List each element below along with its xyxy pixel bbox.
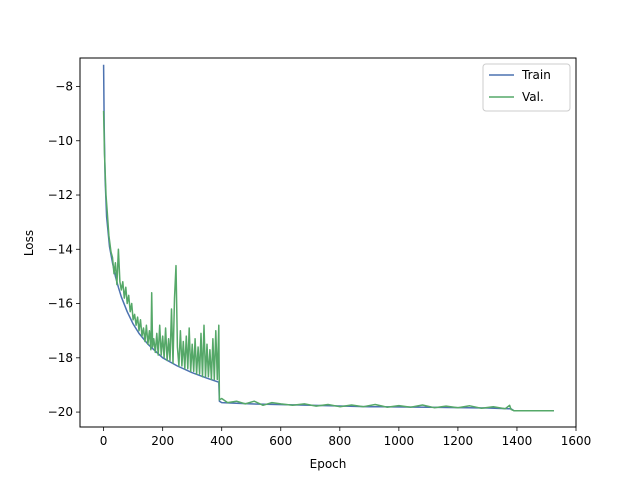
- y-tick-label: −12: [48, 188, 73, 202]
- x-tick-label: 600: [269, 434, 292, 448]
- y-tick-label: −10: [48, 134, 73, 148]
- y-tick-label: −20: [48, 405, 73, 419]
- series-layer: [102, 64, 554, 412]
- plot-frame: [79, 57, 577, 428]
- x-axis: 0 200 400 600 800 1000 1200 1400 1600: [100, 427, 591, 448]
- x-tick-label: 1200: [443, 434, 474, 448]
- x-tick-label: 800: [328, 434, 351, 448]
- legend-label-val: Val.: [522, 90, 544, 104]
- x-tick-label: 0: [100, 434, 108, 448]
- y-tick-label: −16: [48, 297, 73, 311]
- x-tick-label: 1600: [561, 434, 592, 448]
- x-tick-label: 1000: [384, 434, 415, 448]
- x-axis-label: Epoch: [310, 457, 347, 471]
- series-line-val: [102, 110, 554, 412]
- y-axis-label: Loss: [22, 230, 36, 256]
- y-tick-label: −14: [48, 242, 73, 256]
- x-tick-label: 200: [151, 434, 174, 448]
- y-tick-label: −8: [55, 79, 73, 93]
- legend: Train Val.: [482, 63, 571, 112]
- y-axis: −8 −10 −12 −14 −16 −18 −20: [48, 79, 80, 419]
- y-tick-label: −18: [48, 351, 73, 365]
- legend-label-train: Train: [521, 68, 551, 82]
- x-tick-label: 1400: [502, 434, 533, 448]
- x-tick-label: 400: [210, 434, 233, 448]
